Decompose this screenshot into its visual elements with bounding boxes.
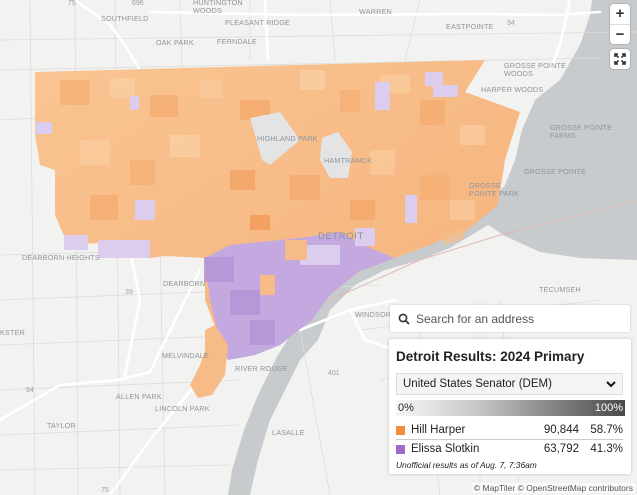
- candidate-votes: 63,792: [543, 443, 579, 455]
- label-oak-park: Oak Park: [156, 38, 194, 47]
- candidate-votes: 90,844: [543, 424, 579, 436]
- candidate-name: Hill Harper: [411, 424, 466, 436]
- label-eastpointe: Eastpointe: [446, 22, 494, 31]
- search-input[interactable]: [416, 311, 616, 326]
- zoom-out-button[interactable]: −: [610, 24, 630, 44]
- fullscreen-icon: [614, 53, 626, 65]
- lake-st-clair: [228, 0, 637, 495]
- i94-shield: 94: [507, 20, 515, 27]
- results-panel: Detroit Results: 2024 Primary United Sta…: [389, 339, 631, 474]
- results-note: Unofficial results as of Aug. 7, 7:36am: [396, 460, 537, 470]
- fullscreen-control: [610, 49, 630, 69]
- label-river-rouge: River Rouge: [235, 364, 288, 373]
- candidate-name: Elissa Slotkin: [411, 443, 480, 455]
- label-huntington-woods: Huntington Woods: [193, 0, 243, 15]
- chevron-down-icon: [606, 380, 616, 387]
- m39-shield: 39: [125, 289, 133, 296]
- label-grosse-pointe: Grosse Pointe: [524, 167, 587, 176]
- label-pleasant-ridge: Pleasant Ridge: [225, 18, 290, 27]
- label-harper-woods: Harper Woods: [481, 85, 544, 94]
- i75-shield: 75: [68, 0, 76, 7]
- label-hamtramck: Hamtramck: [324, 156, 373, 165]
- label-detroit: Detroit: [318, 231, 364, 242]
- color-scale-legend: 0% 100%: [396, 400, 625, 416]
- label-dearborn-heights: Dearborn Heights: [22, 253, 100, 262]
- label-lasalle: LaSalle: [272, 428, 305, 437]
- label-highland-park: Highland Park: [257, 134, 318, 143]
- race-select[interactable]: United States Senator (DEM): [396, 373, 623, 395]
- map-attribution[interactable]: © MapTiler © OpenStreetMap contributors: [471, 483, 635, 493]
- scale-min-label: 0%: [398, 402, 414, 414]
- label-taylor: Taylor: [47, 421, 76, 430]
- fullscreen-button[interactable]: [610, 49, 630, 69]
- panel-title: Detroit Results: 2024 Primary: [396, 349, 585, 364]
- i94-shield-south: 94: [26, 387, 34, 394]
- highland-park: [250, 112, 300, 165]
- address-search[interactable]: [390, 305, 630, 332]
- label-grosse-pointe-park: Grosse Pointe Park: [469, 181, 519, 198]
- label-melvindale: Melvindale: [162, 351, 210, 360]
- label-tecumseh: Tecumseh: [539, 285, 581, 294]
- zoom-in-button[interactable]: +: [610, 4, 630, 24]
- candidate-pct: 58.7%: [590, 424, 623, 436]
- scale-max-label: 100%: [594, 402, 623, 414]
- zoom-controls: + −: [610, 4, 630, 44]
- label-warren: Warren: [359, 7, 392, 16]
- search-icon: [398, 313, 410, 325]
- detroit-boundary: [35, 60, 520, 360]
- label-ferndale: Ferndale: [217, 37, 257, 46]
- label-allen-park: Allen Park: [116, 392, 162, 401]
- label-dearborn: Dearborn: [163, 279, 206, 288]
- candidate-color-swatch: [396, 444, 405, 454]
- candidate-pct: 41.3%: [590, 443, 623, 455]
- label-grosse-pointe-woods: Grosse Pointe Woods: [504, 61, 567, 78]
- hwy401-shield: 401: [328, 370, 340, 377]
- i75-shield-south: 75: [101, 487, 109, 494]
- candidate-row: Hill Harper 90,844 58.7%: [396, 421, 623, 440]
- label-windsor: Windsor: [355, 310, 392, 319]
- race-select-value: United States Senator (DEM): [403, 378, 552, 390]
- label-inkster: kster: [0, 328, 25, 337]
- label-southfield: Southfield: [101, 14, 149, 23]
- label-lincoln-park: Lincoln Park: [155, 404, 210, 413]
- candidate-color-swatch: [396, 425, 405, 435]
- i696-shield: 696: [132, 0, 144, 7]
- label-grosse-pointe-farms: Grosse Pointe Farms: [550, 123, 613, 140]
- candidate-row: Elissa Slotkin 63,792 41.3%: [396, 440, 623, 458]
